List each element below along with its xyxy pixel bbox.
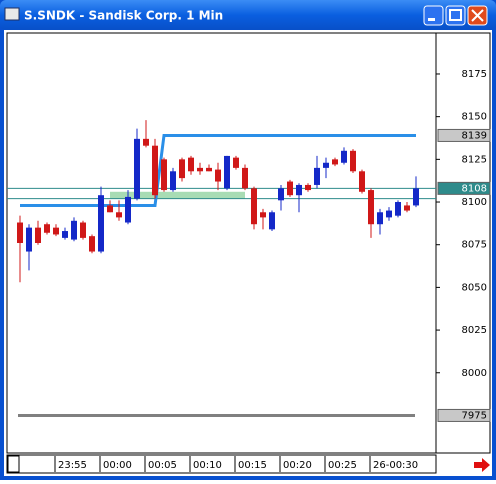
x-tick-label: 00:15 — [238, 460, 267, 471]
y-tick-label: 8150 — [462, 112, 487, 123]
candle-body — [188, 157, 194, 172]
candle-body — [350, 150, 356, 172]
candle-body — [413, 188, 419, 206]
x-tick-label: 00:05 — [148, 460, 177, 471]
candle-body — [170, 171, 176, 191]
candle-body — [314, 167, 320, 185]
candle-body — [206, 167, 212, 172]
y-tick-label: 8075 — [462, 240, 487, 251]
candle-body — [215, 169, 221, 182]
candle-body — [89, 236, 95, 252]
candle-body — [134, 138, 140, 199]
scroll-thumb[interactable] — [7, 455, 20, 473]
scroll-right-arrow[interactable] — [474, 458, 490, 472]
candle-body — [161, 159, 167, 191]
candle-body — [332, 159, 338, 165]
price-tag — [437, 181, 491, 195]
x-tick-label: 00:20 — [283, 460, 312, 471]
candle-body — [368, 190, 374, 225]
window-icon — [4, 7, 20, 21]
candle-body — [197, 167, 203, 172]
x-axis-panel — [6, 454, 437, 474]
candle-body — [107, 205, 113, 213]
price-tag-label: 8108 — [462, 183, 487, 194]
candle-body — [80, 222, 86, 238]
candle-body — [341, 150, 347, 163]
y-tick-label: 8125 — [462, 154, 487, 165]
candle-body — [62, 231, 68, 238]
candle-body — [71, 220, 77, 240]
zone — [110, 191, 245, 199]
y-tick-label: 8025 — [462, 325, 487, 336]
x-tick-label: 23:55 — [58, 460, 87, 471]
price-tag-label: 7975 — [462, 410, 487, 421]
candle-body — [233, 157, 239, 168]
x-tick-label: 26-00:30 — [373, 460, 418, 471]
candle-body — [296, 184, 302, 196]
y-tick-label: 8175 — [462, 69, 487, 80]
y-tick-label: 8050 — [462, 282, 487, 293]
close-button[interactable] — [467, 5, 488, 26]
title-bar — [0, 0, 496, 30]
candle-body — [404, 205, 410, 211]
candle-body — [287, 181, 293, 196]
overlay-line — [20, 133, 416, 207]
maximize-button[interactable] — [445, 5, 466, 26]
candle-body — [305, 184, 311, 191]
candle-body — [386, 210, 392, 218]
candle-body — [152, 145, 158, 196]
candle-body — [323, 162, 329, 168]
candle-body — [35, 227, 41, 243]
candle-body — [26, 227, 32, 252]
candle-body — [17, 222, 23, 243]
candle-body — [251, 188, 257, 225]
candle-body — [179, 159, 185, 179]
candle-body — [116, 212, 122, 218]
candle-body — [53, 227, 59, 235]
price-tag-label: 8139 — [462, 130, 487, 141]
plot-area — [6, 32, 437, 454]
x-tick-label: 00:00 — [103, 460, 132, 471]
y-tick-label: 8100 — [462, 197, 487, 208]
x-tick-label: 00:10 — [193, 460, 222, 471]
candle-body — [44, 224, 50, 233]
candle-body — [359, 171, 365, 192]
y-tick-label: 8000 — [462, 368, 487, 379]
candle-body — [224, 155, 230, 189]
candle-body — [278, 188, 284, 201]
window-title: S.SNDK - Sandisk Corp. 1 Min — [24, 9, 223, 23]
candle-body — [260, 212, 266, 218]
candle-body — [269, 212, 275, 230]
plot: 8000 8025 8050 8075 8100 8125 8150 8175 23:55 00:… — [7, 69, 491, 472]
candle-body — [377, 212, 383, 225]
x-tick-label: 00:25 — [328, 460, 357, 471]
candle-body — [395, 202, 401, 216]
candle-body — [125, 196, 131, 223]
candle-body — [143, 138, 149, 146]
candle-body — [98, 195, 104, 252]
price-tag — [437, 128, 491, 142]
price-tag — [437, 408, 491, 422]
minimize-button[interactable] — [423, 5, 444, 26]
y-axis-panel — [435, 32, 491, 454]
candle-body — [242, 167, 248, 189]
